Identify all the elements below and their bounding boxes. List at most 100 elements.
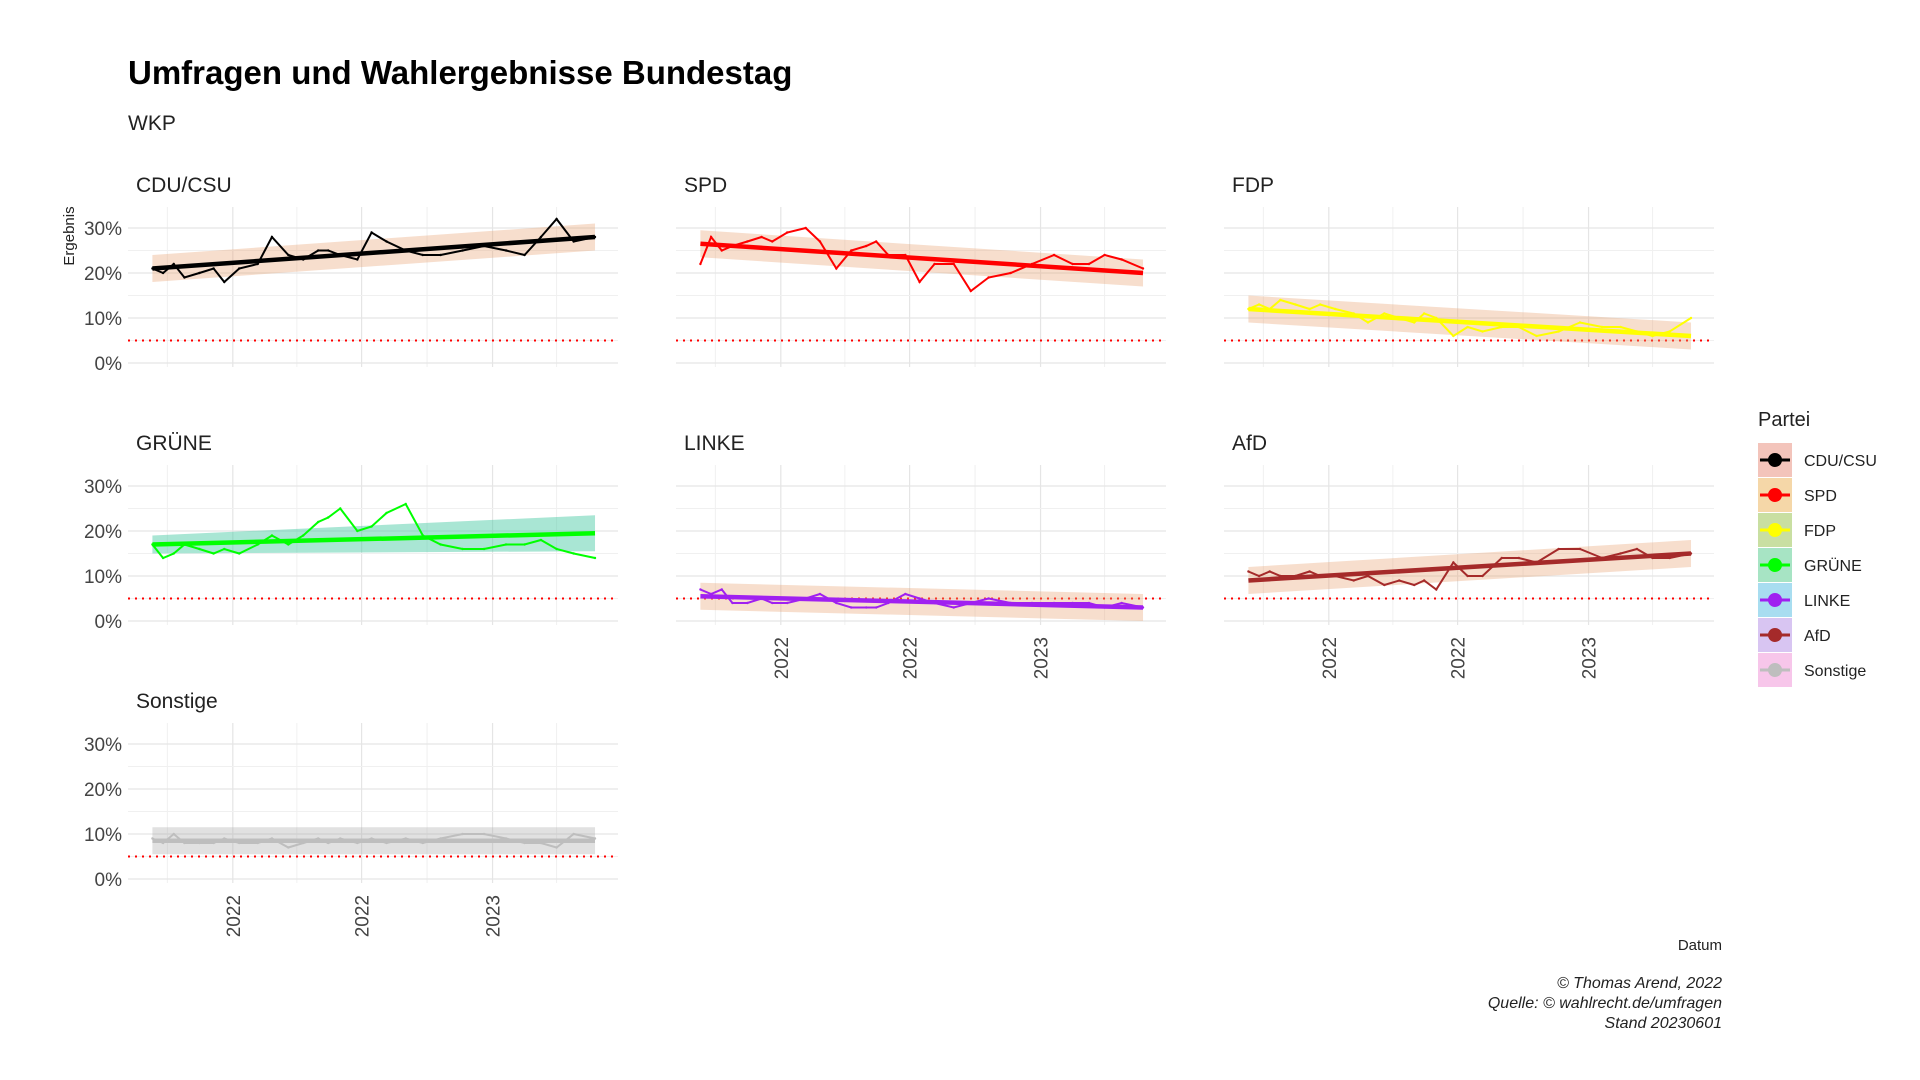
data-point (1500, 556, 1503, 560)
y-axis-label: Ergebnis (61, 206, 78, 265)
trend-line-linke (700, 594, 1144, 610)
legend-label: GRÜNE (1804, 557, 1862, 575)
facet-title: AfD (1232, 432, 1267, 455)
data-point (1413, 321, 1416, 324)
facet-cdu-csu: 0% 10% 20% 30% CDU/CSU (84, 174, 618, 375)
y-tick-label: 20% (84, 522, 122, 543)
data-point (699, 262, 702, 266)
legend-key-point (1768, 628, 1782, 642)
data-point (1557, 547, 1560, 551)
data-point (1600, 325, 1604, 329)
data-point (287, 253, 290, 257)
legend: Partei CDU/CSU SPD FDP GRÜNE LINKE AfD Sonstig… (1758, 409, 1877, 687)
data-point (835, 601, 838, 605)
legend-items: CDU/CSU SPD FDP GRÜNE LINKE AfD Sonstige (1758, 443, 1877, 687)
legend-label: Sonstige (1804, 663, 1866, 680)
data-point (370, 525, 373, 528)
data-point (1481, 330, 1484, 333)
data-point (1535, 334, 1538, 338)
data-point (771, 601, 774, 605)
data-point (1257, 574, 1261, 578)
legend-item-fdp: FDP (1758, 513, 1836, 547)
data-point (356, 258, 359, 261)
x-tick-label: 2022 (772, 637, 793, 679)
data-point (786, 601, 789, 605)
data-point (1422, 579, 1426, 582)
data-point (1087, 601, 1091, 605)
legend-label: AfD (1804, 628, 1831, 645)
data-point (1308, 307, 1311, 311)
data-point (1578, 547, 1582, 551)
data-point (865, 244, 868, 248)
data-point (270, 235, 274, 239)
legend-key-point (1768, 488, 1782, 502)
data-point (850, 606, 853, 609)
facet-spd: SPD (676, 174, 1166, 367)
data-point (539, 538, 543, 542)
data-point (731, 601, 734, 605)
data-point (523, 543, 526, 546)
trend-line-gruene (152, 531, 596, 547)
facet-title: FDP (1232, 174, 1274, 197)
data-point (482, 832, 486, 836)
data-point (1383, 583, 1386, 587)
data-point (786, 231, 789, 234)
x-tick-label: 2022 (1320, 637, 1341, 679)
data-point (1452, 561, 1455, 564)
data-point (1257, 303, 1261, 306)
facet-panels: 0% 10% 20% 30% CDU/CSU SPD FDP 0% 10% 20% 30% GRÜNE… (84, 174, 1714, 937)
data-point (850, 249, 853, 252)
facet-gruene: 0% 10% 20% 30% GRÜNE (84, 432, 618, 633)
data-point (1319, 303, 1322, 306)
data-point (385, 240, 388, 243)
data-point (1268, 570, 1271, 573)
trend-line-spd (700, 241, 1144, 276)
facet-title: Sonstige (136, 690, 218, 713)
legend-item-cdu-csu: CDU/CSU (1758, 443, 1877, 477)
data-point (1422, 312, 1426, 315)
data-point (1689, 316, 1693, 320)
data-point (1413, 583, 1416, 587)
trend-line-fdp (1248, 306, 1692, 339)
data-point (161, 556, 165, 560)
legend-key-point (1768, 453, 1782, 467)
x-tick-label: 2022 (901, 637, 922, 679)
y-tick-label: 0% (95, 354, 123, 375)
x-tick-label: 2023 (1032, 637, 1053, 679)
data-point (238, 552, 241, 555)
data-point (172, 832, 175, 836)
data-point (223, 280, 226, 284)
facet-title: SPD (684, 174, 727, 197)
data-point (212, 552, 215, 555)
data-point (804, 226, 807, 230)
data-point (593, 556, 597, 560)
data-point (1383, 312, 1386, 315)
data-point (1452, 334, 1455, 338)
data-point (1481, 574, 1484, 578)
chart-subtitle: WKP (128, 112, 176, 135)
data-point (1279, 298, 1282, 302)
data-point (933, 262, 936, 266)
data-point (572, 832, 575, 836)
y-tick-label: 10% (84, 567, 122, 588)
data-point (1052, 253, 1056, 257)
data-point (918, 597, 921, 600)
data-point (339, 507, 342, 510)
y-tick-label: 0% (95, 870, 123, 891)
facet-title: GRÜNE (136, 432, 212, 455)
caption-line-1: © Thomas Arend, 2022 (1557, 975, 1722, 992)
legend-key-point (1768, 663, 1782, 677)
data-point (818, 240, 822, 243)
y-tick-label: 0% (95, 612, 123, 633)
y-tick-label: 30% (84, 477, 122, 498)
data-point (771, 240, 774, 243)
data-point (421, 253, 425, 257)
data-point (504, 543, 508, 546)
data-point (709, 235, 713, 239)
data-point (461, 832, 464, 836)
facet-linke: LINKE 2022 2022 2023 (676, 432, 1166, 679)
chart-title: Umfragen und Wahlergebnisse Bundestag (128, 54, 792, 91)
data-point (874, 240, 878, 243)
trend-line-cdu-csu (152, 234, 596, 271)
